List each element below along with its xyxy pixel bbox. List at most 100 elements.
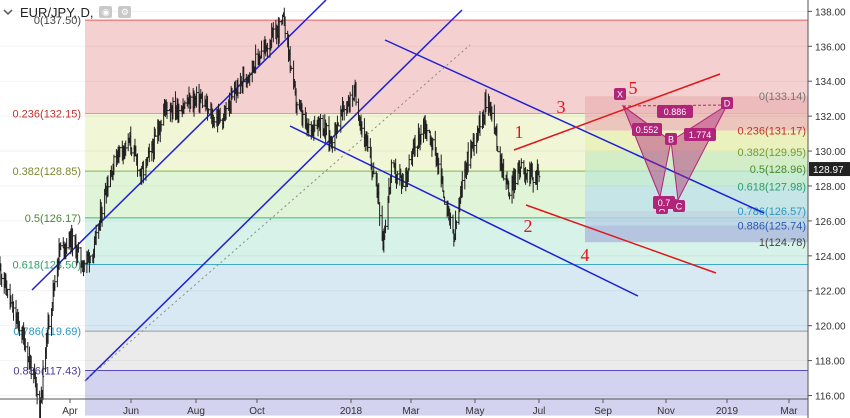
- ohlc-bar: [313, 115, 316, 132]
- fib2-band: [585, 225, 808, 243]
- point-b-label: B: [668, 135, 674, 145]
- ohlc-bar: [88, 255, 92, 264]
- channel-line: [384, 39, 765, 214]
- eye-icon[interactable]: ◉: [99, 6, 113, 18]
- ohlc-bar: [401, 173, 405, 187]
- x-tick-label: Mar: [402, 406, 420, 417]
- ohlc-bar: [65, 238, 68, 255]
- ohlc-bar: [437, 157, 440, 175]
- ohlc-bar: [336, 122, 340, 127]
- fib2-label: 0.786(126.57): [738, 206, 807, 218]
- collapse-arrow-icon[interactable]: [2, 6, 14, 18]
- ohlc-bar: [94, 224, 98, 246]
- ohlc-bar: [266, 42, 269, 58]
- ohlc-bar: [183, 100, 187, 109]
- ohlc-bar: [490, 106, 494, 122]
- ohlc-bar: [366, 135, 370, 153]
- fib-bands: [85, 19, 808, 416]
- ohlc-bar: [342, 105, 346, 121]
- ohlc-bar: [136, 153, 139, 177]
- ratio-label: 0.7: [658, 198, 671, 208]
- fib-label: 0.236(132.15): [13, 109, 82, 121]
- ohlc-bar: [360, 121, 364, 138]
- fib-label: 0.5(126.17): [25, 213, 81, 225]
- ohlc-bar: [142, 160, 145, 184]
- ohlc-bar: [466, 142, 470, 173]
- ratio-box: [632, 123, 662, 136]
- ohlc-bar: [348, 91, 352, 113]
- ratio-label: 1.774: [689, 130, 712, 140]
- point-b-box: [665, 133, 677, 145]
- ohlc-bar: [455, 220, 458, 230]
- wave-label-1: 1: [515, 122, 524, 142]
- x-tick-label: Jun: [123, 406, 139, 417]
- fib2-band: [585, 186, 808, 211]
- ohlc-bar: [124, 140, 127, 156]
- ohlc-bar: [460, 171, 464, 198]
- fib2-label: 1(124.78): [759, 237, 806, 249]
- ohlc-bar: [71, 228, 74, 257]
- fib2-band: [585, 210, 808, 226]
- ohlc-bar: [372, 162, 376, 175]
- ohlc-bar: [177, 103, 181, 123]
- ohlc-bar: [537, 170, 541, 183]
- channel-line: [31, 0, 327, 291]
- ohlc-bar: [218, 107, 222, 123]
- fib2-label: 0.5(128.96): [750, 164, 806, 176]
- wave-channel-line: [525, 204, 717, 274]
- point-d-label: D: [724, 99, 731, 109]
- fib-label: 0.886(117.43): [13, 366, 81, 378]
- ohlc-bar: [77, 242, 80, 253]
- ohlc-bar: [443, 196, 446, 205]
- ratio-box: [684, 128, 716, 141]
- ohlc-bar: [283, 16, 287, 39]
- y-tick-label: 122.00: [815, 287, 846, 298]
- ohlc-bar: [201, 91, 204, 109]
- x-tick-label: Oct: [249, 406, 265, 417]
- y-tick-label: 132.00: [815, 112, 846, 123]
- ohlc-bar: [24, 338, 27, 353]
- ohlc-bar: [106, 175, 110, 197]
- fib-label: 0.618(123.50): [13, 260, 82, 272]
- ohlc-bar: [47, 314, 51, 330]
- ohlc-bar: [230, 87, 234, 100]
- ohlc-bars: [0, 7, 541, 418]
- wave-label-5: 5: [629, 78, 638, 98]
- ohlc-bar: [496, 145, 500, 153]
- ohlc-bar: [41, 360, 45, 400]
- ohlc-bar: [242, 66, 246, 83]
- ohlc-bar: [236, 78, 240, 99]
- ohlc-bar: [331, 137, 334, 153]
- ohlc-bar: [478, 111, 482, 136]
- point-d-box: [721, 97, 733, 109]
- last-price-label: 128.97: [813, 165, 844, 176]
- ohlc-bar: [0, 273, 3, 287]
- settings-icon[interactable]: ⚙: [118, 6, 132, 18]
- x-tick-label: Jul: [533, 406, 546, 417]
- y-tick-label: 126.00: [815, 217, 846, 228]
- ohlc-bar: [472, 133, 476, 156]
- y-tick-label: 134.00: [815, 77, 846, 88]
- ohlc-bar: [419, 124, 423, 145]
- y-tick-label: 120.00: [815, 322, 846, 333]
- fib-label: 0.382(128.85): [13, 166, 82, 178]
- ohlc-bar: [159, 119, 163, 132]
- wave-label-3: 3: [557, 97, 566, 117]
- ohlc-bar: [260, 40, 263, 59]
- ohlc-bar: [254, 44, 257, 74]
- fib-band: [85, 331, 808, 371]
- y-tick-label: 128.00: [815, 182, 846, 193]
- ohlc-bar: [525, 169, 529, 183]
- x-tick-label: Sep: [594, 406, 612, 417]
- ohlc-bar: [484, 89, 488, 113]
- ohlc-bar: [301, 110, 305, 128]
- point-x-label: X: [617, 90, 623, 100]
- trend-dotted-line: [84, 44, 471, 382]
- ohlc-bar: [195, 86, 198, 108]
- ohlc-bar: [413, 134, 417, 157]
- ohlc-bar: [53, 274, 57, 291]
- x-tick-label: 2018: [340, 406, 363, 417]
- ohlc-bar: [272, 22, 275, 43]
